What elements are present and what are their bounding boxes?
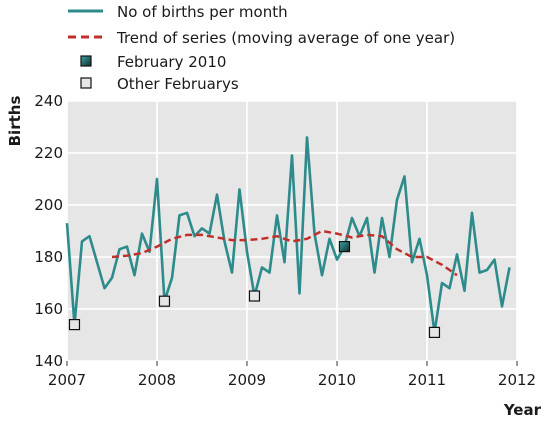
legend-item-february-2010: February 2010 <box>80 53 226 71</box>
x-axis-title: Year <box>503 401 542 419</box>
x-tick-label: 2007 <box>48 371 86 389</box>
y-tick-label: 160 <box>34 300 63 318</box>
legend-label-other-februarys: Other Februarys <box>117 75 239 93</box>
y-tick-label: 220 <box>34 144 63 162</box>
y-tick-label: 140 <box>34 352 63 370</box>
x-axis-ticks: 2007 2008 2009 2010 2011 2012 <box>48 361 536 389</box>
y-tick-label: 240 <box>34 92 63 110</box>
x-tick-label: 2011 <box>408 371 446 389</box>
other-february-marker <box>68 319 81 331</box>
x-tick-label: 2010 <box>318 371 356 389</box>
y-tick-label: 180 <box>34 248 63 266</box>
y-axis-ticks: 140 160 180 200 220 240 <box>34 92 63 370</box>
legend: No of births per month Trend of series (… <box>68 3 455 93</box>
legend-label-births: No of births per month <box>117 3 288 21</box>
legend-item-births: No of births per month <box>68 3 288 21</box>
x-tick-label: 2009 <box>228 371 266 389</box>
legend-label-trend: Trend of series (moving average of one y… <box>116 29 455 47</box>
births-series-line <box>65 136 511 334</box>
february-markers <box>68 241 441 338</box>
y-axis-title: Births <box>6 96 24 147</box>
other-february-marker <box>158 295 171 307</box>
series-lines <box>65 136 511 334</box>
gridlines <box>66 100 518 362</box>
trend-series-line <box>111 229 458 277</box>
x-tick-label: 2008 <box>138 371 176 389</box>
other-february-marker <box>248 290 261 302</box>
february-2010-marker <box>338 241 351 253</box>
plot-area <box>67 101 517 361</box>
legend-swatch-other-februarys-marker <box>80 77 92 89</box>
y-tick-label: 200 <box>34 196 63 214</box>
legend-swatch-february-2010-marker <box>80 55 92 67</box>
other-february-marker <box>428 326 441 338</box>
x-tick-label: 2012 <box>498 371 536 389</box>
legend-label-february-2010: February 2010 <box>117 53 226 71</box>
legend-item-other-februarys: Other Februarys <box>80 75 239 93</box>
legend-item-trend: Trend of series (moving average of one y… <box>68 29 455 47</box>
